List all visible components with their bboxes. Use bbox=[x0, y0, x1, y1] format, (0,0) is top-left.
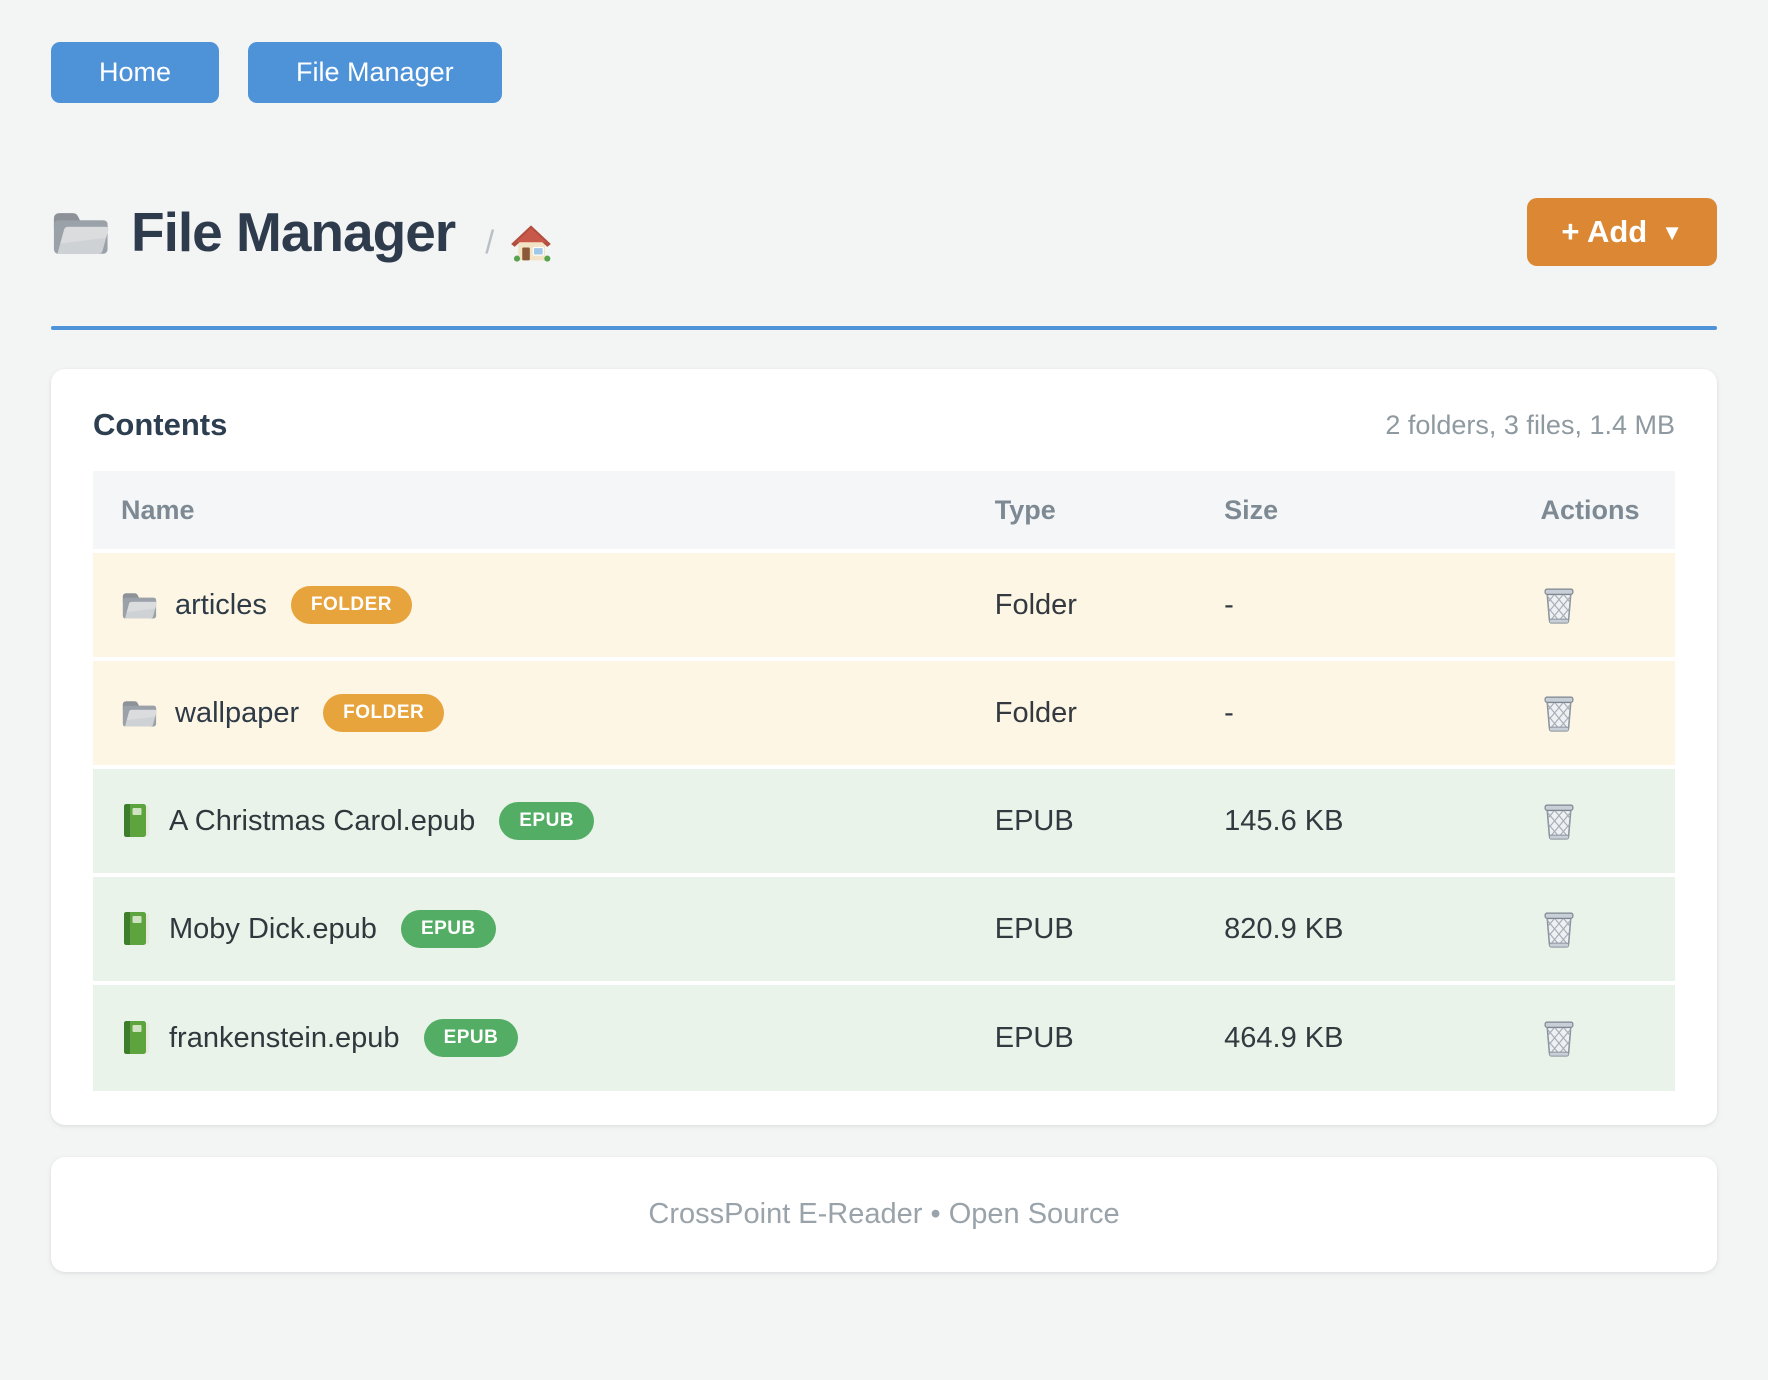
table-row[interactable]: frankenstein.epub EPUB EPUB 464.9 KB bbox=[93, 983, 1675, 1091]
table-row[interactable]: Moby Dick.epub EPUB EPUB 820.9 KB bbox=[93, 875, 1675, 983]
cell-type: Folder bbox=[994, 588, 1077, 621]
file-name: articles bbox=[175, 588, 267, 621]
trash-icon bbox=[1544, 912, 1573, 948]
page-title: File Manager bbox=[131, 200, 456, 263]
table-header-row: Name Type Size Actions bbox=[93, 471, 1675, 551]
card-head: Contents 2 folders, 3 files, 1.4 MB bbox=[93, 407, 1675, 443]
type-badge: FOLDER bbox=[290, 586, 412, 624]
type-badge: EPUB bbox=[423, 1019, 519, 1057]
cell-size: 145.6 KB bbox=[1224, 804, 1344, 837]
delete-button[interactable] bbox=[1541, 693, 1577, 733]
file-icon-slot bbox=[121, 1020, 151, 1056]
nav-home-button[interactable]: Home bbox=[51, 42, 220, 103]
table-row[interactable]: wallpaper FOLDER Folder - bbox=[93, 659, 1675, 767]
title-group: File Manager / bbox=[51, 202, 552, 263]
table-row[interactable]: A Christmas Carol.epub EPUB EPUB 145.6 K… bbox=[93, 767, 1675, 875]
caret-down-icon: ▼ bbox=[1661, 220, 1683, 245]
folder-icon bbox=[51, 207, 109, 257]
delete-button[interactable] bbox=[1541, 1018, 1577, 1058]
cell-actions bbox=[1541, 875, 1675, 983]
cell-name: articles FOLDER bbox=[93, 551, 995, 659]
nav-file-manager-button[interactable]: File Manager bbox=[248, 42, 502, 103]
cell-name: A Christmas Carol.epub EPUB bbox=[93, 767, 995, 875]
cell-actions bbox=[1541, 983, 1675, 1091]
column-header-size: Size bbox=[1224, 494, 1279, 525]
breadcrumb-separator: / bbox=[485, 223, 495, 260]
add-button-label: + Add bbox=[1561, 214, 1648, 249]
page-header: File Manager / + Add ▼ bbox=[51, 198, 1717, 266]
cell-size: - bbox=[1224, 588, 1234, 621]
book-icon bbox=[124, 804, 149, 837]
card-title: Contents bbox=[93, 407, 228, 442]
file-name: frankenstein.epub bbox=[169, 1021, 400, 1054]
folder-icon bbox=[122, 701, 157, 727]
cell-type: EPUB bbox=[994, 1021, 1074, 1054]
column-header-type: Type bbox=[994, 494, 1056, 525]
trash-icon bbox=[1544, 588, 1573, 624]
column-header-name: Name bbox=[121, 494, 195, 525]
cell-name: wallpaper FOLDER bbox=[93, 659, 995, 767]
file-icon-slot bbox=[121, 589, 157, 621]
file-icon-slot bbox=[121, 803, 151, 839]
cell-name: frankenstein.epub EPUB bbox=[93, 983, 995, 1091]
cell-type: Folder bbox=[994, 696, 1077, 729]
cell-actions bbox=[1541, 767, 1675, 875]
cell-type: EPUB bbox=[994, 804, 1074, 837]
house-icon bbox=[510, 224, 552, 264]
cell-type: EPUB bbox=[994, 912, 1074, 945]
contents-summary: 2 folders, 3 files, 1.4 MB bbox=[1385, 409, 1675, 440]
delete-button[interactable] bbox=[1541, 909, 1577, 949]
file-name: Moby Dick.epub bbox=[169, 912, 377, 945]
cell-size: 820.9 KB bbox=[1224, 912, 1344, 945]
title-divider bbox=[51, 326, 1717, 330]
cell-actions bbox=[1541, 551, 1675, 659]
add-button[interactable]: + Add ▼ bbox=[1527, 198, 1717, 266]
folder-icon bbox=[122, 593, 157, 619]
delete-button[interactable] bbox=[1541, 585, 1577, 625]
type-badge: FOLDER bbox=[323, 694, 445, 732]
file-icon-slot bbox=[121, 697, 157, 729]
cell-name: Moby Dick.epub EPUB bbox=[93, 875, 995, 983]
type-badge: EPUB bbox=[499, 802, 595, 840]
file-icon-slot bbox=[121, 911, 151, 947]
footer-text: CrossPoint E-Reader • Open Source bbox=[648, 1198, 1120, 1230]
column-header-actions: Actions bbox=[1540, 494, 1640, 525]
file-name: A Christmas Carol.epub bbox=[169, 804, 476, 837]
breadcrumb-home-link[interactable] bbox=[510, 224, 552, 264]
cell-size: 464.9 KB bbox=[1224, 1021, 1344, 1054]
top-nav: Home File Manager bbox=[51, 42, 1717, 103]
contents-card: Contents 2 folders, 3 files, 1.4 MB Name… bbox=[51, 369, 1717, 1125]
delete-button[interactable] bbox=[1541, 801, 1577, 841]
page: Home File Manager File Manager / bbox=[51, 42, 1717, 1272]
trash-icon bbox=[1544, 804, 1573, 840]
cell-actions bbox=[1541, 659, 1675, 767]
table-body: articles FOLDER Folder - bbox=[93, 551, 1675, 1091]
trash-icon bbox=[1544, 1021, 1573, 1057]
table-row[interactable]: articles FOLDER Folder - bbox=[93, 551, 1675, 659]
footer-card: CrossPoint E-Reader • Open Source bbox=[51, 1157, 1717, 1272]
type-badge: EPUB bbox=[400, 910, 496, 948]
book-icon bbox=[124, 1021, 149, 1054]
trash-icon bbox=[1544, 696, 1573, 732]
file-table: Name Type Size Actions articles FOLDER F… bbox=[93, 471, 1675, 1091]
file-name: wallpaper bbox=[175, 696, 300, 729]
book-icon bbox=[124, 912, 149, 945]
cell-size: - bbox=[1224, 696, 1234, 729]
